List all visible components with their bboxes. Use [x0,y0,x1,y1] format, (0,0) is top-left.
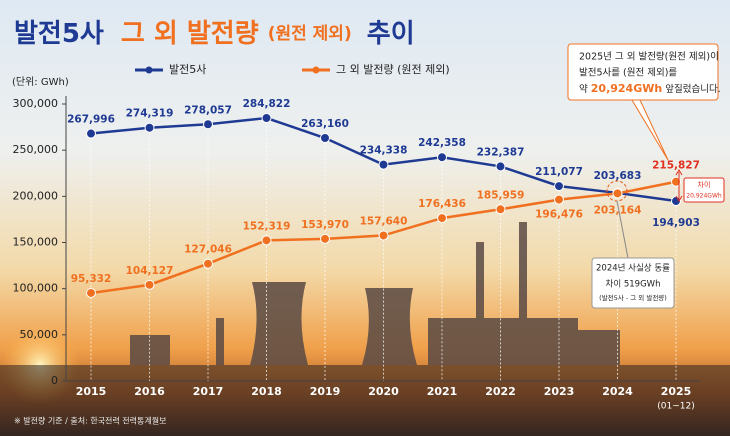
y-tick-label: 200,000 [13,189,59,202]
data-label: 278,057 [184,104,232,116]
x-tick-note: (01~12) [657,402,694,412]
data-point [261,235,272,246]
data-label: 203,164 [594,204,642,216]
data-label: 284,822 [243,98,291,110]
data-point [612,188,623,199]
data-point [261,113,272,124]
callout-pointer [616,200,629,259]
data-point [320,133,330,144]
data-label: 234,338 [360,145,408,157]
data-label: 104,127 [126,265,174,277]
water [0,365,730,436]
legend-marker [312,66,320,74]
data-point [203,258,213,269]
callout-gap: 차이 20,924GWh [675,169,725,203]
x-tick-label: 2018 [251,385,282,398]
data-label: 203,683 [594,170,642,182]
x-tick-label: 2019 [310,385,341,398]
data-point [203,119,213,130]
data-point [144,122,155,133]
data-point [86,287,96,298]
callout-text: 차이 [698,180,711,189]
x-tick-label: 2015 [76,385,107,398]
data-label: 242,358 [418,137,466,149]
data-label: 127,046 [184,244,232,256]
x-tick-label: 2016 [134,385,165,398]
data-point [671,176,681,187]
title-part: (원전 제외) [268,24,352,44]
chart-title: 발전5사 그 외 발전량 (원전 제외) 추이 [14,19,415,49]
y-tick-label: 250,000 [13,143,59,156]
callout-text: 2024년 사실상 동률 [596,263,670,274]
callout-text: (발전5사 - 그 외 발전량) [599,293,667,302]
data-point [554,194,564,205]
callout-tie: 2024년 사실상 동률 차이 519GWh (발전5사 - 그 외 발전량) [591,180,675,309]
data-label: 176,436 [418,198,466,210]
legend-marker [145,66,153,74]
x-tick-label: 2024 [602,385,633,398]
y-tick-label: 100,000 [13,282,59,295]
title-part: 추이 [367,19,415,49]
callout-text: 차이 519GWh [606,279,661,290]
legend-label: 그 외 발전량 (원전 제외) [336,63,450,76]
callout-box [683,177,725,203]
callout-text: 20,924GWh [686,193,722,200]
x-tick-label: 2025 [661,385,692,398]
data-point [495,161,506,172]
legend-label: 발전5사 [169,63,206,76]
callout-text: 2025년 그 외 발전량(원전 제외)이 [579,51,719,63]
data-label: 267,996 [67,114,115,126]
data-label: 95,332 [71,273,112,285]
data-label: 211,077 [535,166,583,178]
footnote: ※ 발전량 기준 / 출처: 한국전력 전력통계월보 [14,416,166,426]
data-label: 215,827 [652,160,700,172]
y-tick-label: 0 [51,374,58,387]
data-point [554,181,564,192]
data-label: 263,160 [301,118,349,130]
callout-text: 발전5사를 (원전 제외)를 [579,67,677,79]
gap-arrowhead [675,169,683,202]
callout-overtake: 2025년 그 외 발전량(원전 제외)이 발전5사를 (원전 제외)를 약 2… [567,43,721,161]
y-tick-label: 150,000 [13,236,59,249]
unit-label: (단위: GWh) [12,75,69,88]
x-tick-label: 2017 [193,385,224,398]
data-point [378,230,389,241]
data-label: 157,640 [360,215,408,227]
y-tick-label: 50,000 [20,328,59,341]
data-point [437,152,447,163]
data-point [437,213,447,224]
callout-box [567,43,719,101]
data-point [86,128,96,139]
data-point [378,159,389,170]
data-label: 153,970 [301,219,349,231]
callout-text: 약 20,924GWh 앞질렀습니다. [579,82,721,95]
title-part: 발전5사 [14,19,104,49]
y-tick-label: 300,000 [13,97,59,110]
x-tick-label: 2022 [485,385,516,398]
data-point [320,233,330,244]
callout-text: 약 [579,83,591,95]
data-label: 196,476 [535,209,583,221]
callout-box [591,257,675,309]
data-point [144,279,155,290]
title-part: 그 외 발전량 [121,19,259,49]
callout-highlight: 20,924GWh [591,82,662,95]
x-tick-label: 2023 [544,385,575,398]
x-tick-label: 2020 [368,385,399,398]
data-label: 194,903 [652,217,700,229]
data-label: 232,387 [477,146,525,158]
data-label: 274,319 [126,108,174,120]
data-label: 152,319 [243,220,291,232]
data-point [495,204,506,215]
plot: 0 50,000 100,000 150,000 200,000 250,000 300,0… [13,63,700,412]
callout-text: 앞질렀습니다. [662,83,720,95]
data-label: 185,959 [477,189,525,201]
x-tick-label: 2021 [427,385,458,398]
